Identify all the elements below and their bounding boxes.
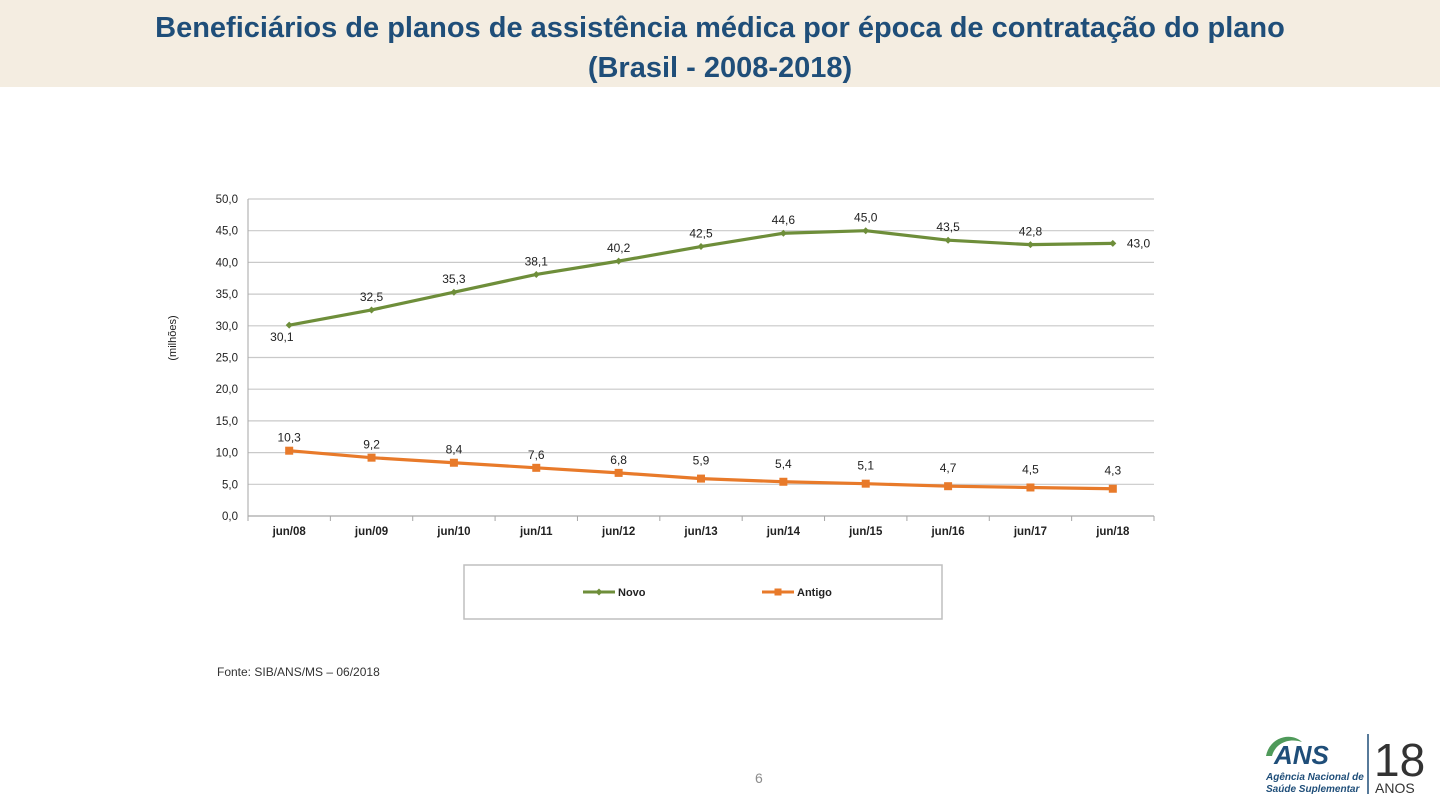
data-label-antigo: 8,4	[446, 443, 463, 457]
ans-logo: ANS Agência Nacional de Saúde Suplementa…	[1265, 734, 1425, 796]
x-tick-label: jun/16	[930, 526, 964, 538]
data-label-novo: 30,1	[270, 330, 294, 344]
data-label-antigo: 5,1	[857, 459, 874, 473]
data-label-antigo: 10,3	[278, 431, 302, 445]
data-point-novo	[532, 270, 540, 278]
data-point-novo	[1026, 241, 1034, 249]
data-point-antigo	[614, 468, 623, 477]
data-label-antigo: 5,9	[693, 454, 710, 468]
y-tick-label: 20,0	[216, 384, 238, 396]
data-point-novo	[450, 288, 458, 296]
data-label-novo: 43,0	[1127, 236, 1151, 250]
data-point-antigo	[697, 474, 705, 483]
y-tick-label: 10,0	[216, 448, 238, 460]
legend-label: Novo	[618, 587, 646, 599]
data-label-novo: 42,8	[1019, 225, 1043, 239]
x-tick-label: jun/14	[766, 526, 801, 538]
x-tick-label: jun/10	[436, 526, 470, 538]
data-point-novo	[944, 236, 952, 244]
y-tick-label: 35,0	[216, 289, 238, 301]
ans-tagline-line1: Agência Nacional de	[1265, 772, 1364, 783]
x-tick-label: jun/12	[601, 526, 635, 538]
data-point-antigo	[944, 482, 953, 491]
data-point-novo	[779, 229, 787, 237]
data-label-novo: 42,5	[689, 227, 713, 241]
data-point-antigo	[532, 463, 541, 472]
data-label-antigo: 9,2	[363, 438, 380, 452]
y-axis-title: (milhões)	[167, 315, 179, 360]
title-band	[0, 0, 1440, 87]
y-tick-label: 40,0	[216, 257, 238, 269]
data-label-antigo: 6,8	[610, 453, 627, 467]
data-point-antigo	[367, 453, 376, 462]
data-label-antigo: 4,7	[940, 461, 957, 475]
data-point-novo	[285, 321, 293, 329]
y-tick-label: 0,0	[222, 511, 238, 523]
data-point-novo	[1109, 239, 1117, 247]
legend-swatch-marker	[595, 588, 603, 596]
y-tick-label: 15,0	[216, 416, 238, 428]
page-subtitle: (Brasil - 2008-2018)	[587, 52, 853, 84]
legend-label: Antigo	[797, 587, 832, 599]
ans-brand-text: ANS	[1273, 740, 1330, 770]
data-point-novo	[368, 306, 376, 314]
data-point-antigo	[861, 479, 870, 488]
page-number: 6	[755, 770, 763, 786]
data-point-antigo	[1108, 484, 1117, 493]
data-label-novo: 40,2	[607, 241, 631, 255]
data-point-novo	[862, 227, 870, 235]
data-point-novo	[615, 257, 623, 265]
data-label-antigo: 4,5	[1022, 462, 1039, 476]
data-label-antigo: 4,3	[1104, 464, 1121, 478]
data-label-novo: 45,0	[854, 211, 878, 225]
data-label-novo: 43,5	[936, 220, 960, 234]
data-label-novo: 44,6	[772, 213, 796, 227]
x-tick-label: jun/17	[1013, 526, 1047, 538]
y-tick-label: 30,0	[216, 321, 238, 333]
x-tick-label: jun/13	[683, 526, 717, 538]
ans-swoosh-icon	[1266, 736, 1302, 756]
anniversary-word: ANOS	[1375, 780, 1415, 796]
anniversary-number: 18	[1374, 734, 1425, 786]
data-point-antigo	[285, 446, 294, 455]
x-tick-label: jun/11	[519, 526, 553, 538]
data-label-novo: 38,1	[525, 254, 549, 268]
data-point-antigo	[449, 458, 458, 467]
y-tick-label: 50,0	[216, 194, 238, 206]
ans-tagline-line2: Saúde Suplementar	[1266, 784, 1360, 795]
data-label-novo: 35,3	[442, 272, 466, 286]
data-point-antigo	[1026, 483, 1035, 492]
legend-box	[463, 564, 943, 620]
x-tick-label: jun/18	[1095, 526, 1130, 538]
y-tick-label: 45,0	[216, 226, 238, 238]
x-tick-label: jun/15	[848, 526, 883, 538]
data-point-novo	[697, 243, 705, 251]
data-label-antigo: 7,6	[528, 448, 545, 462]
source-note: Fonte: SIB/ANS/MS – 06/2018	[217, 665, 380, 679]
y-tick-label: 5,0	[222, 479, 238, 491]
x-tick-label: jun/08	[272, 526, 307, 538]
data-label-novo: 32,5	[360, 290, 384, 304]
legend-swatch-marker	[774, 588, 782, 596]
data-point-antigo	[779, 477, 788, 486]
x-tick-label: jun/09	[354, 526, 388, 538]
y-tick-label: 25,0	[216, 353, 238, 365]
data-label-antigo: 5,4	[775, 457, 792, 471]
page-title: Beneficiários de planos de assistência m…	[155, 12, 1285, 44]
